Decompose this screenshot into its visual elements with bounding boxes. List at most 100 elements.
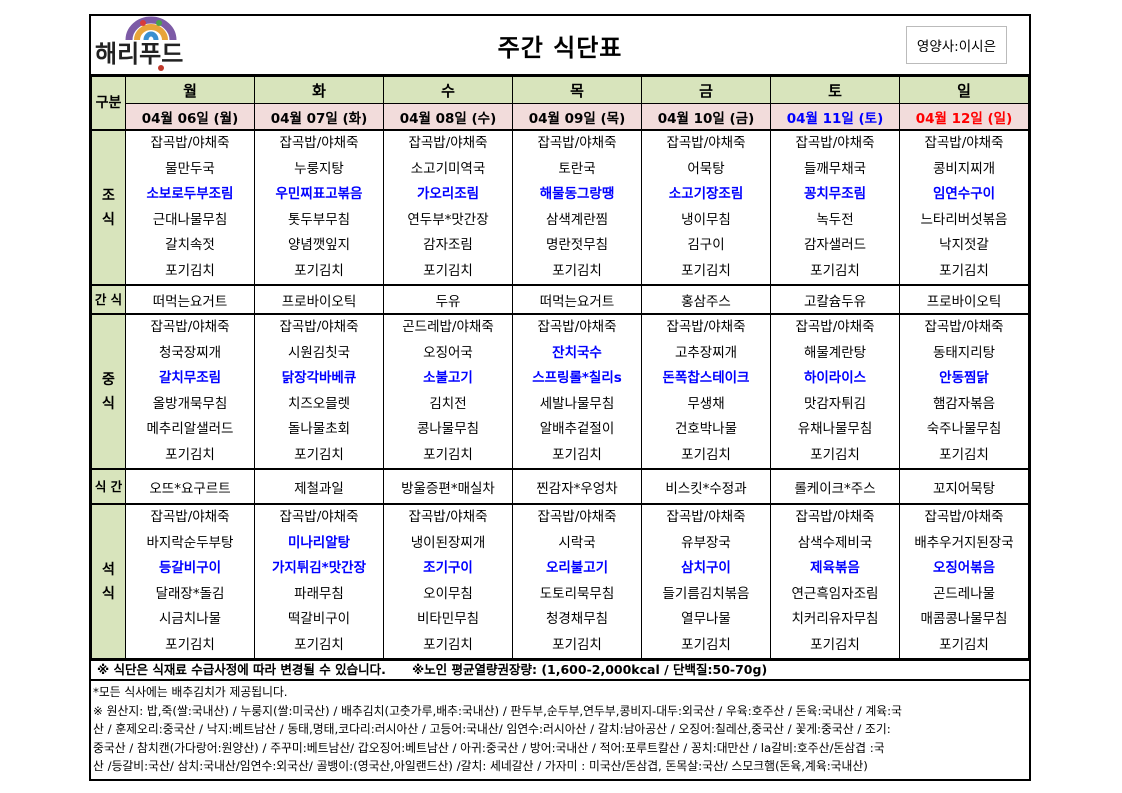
menu-item: 포기김치: [165, 446, 215, 463]
menu-item: 임연수구이: [932, 186, 996, 202]
menu-item: 포기김치: [939, 446, 989, 463]
menu-item: 해물계란탕: [803, 344, 867, 361]
dinner-cell: 잡곡밥/야채죽 냉이된장찌개 조기구이 오이무침 비타민무침 포기김치: [383, 503, 513, 659]
menu-item: 고추장찌개: [674, 344, 738, 361]
menu-item: 오리불고기: [545, 560, 609, 576]
menu-item: 포기김치: [552, 262, 602, 279]
menu-item: 시락국: [558, 534, 596, 551]
menu-item: 잡곡밥/야채죽: [666, 509, 746, 525]
menu-item: 우민찌표고볶음: [275, 186, 363, 202]
menu-item: 포기김치: [552, 636, 602, 653]
menu-item: 유부장국: [681, 534, 731, 551]
menu-item: 포기김치: [681, 636, 731, 653]
day-header: 금: [641, 76, 771, 104]
date-header: 04월 10일 (금): [641, 103, 771, 131]
dinner-cell: 잡곡밥/야채죽 시락국 오리불고기 도토리묵무침 청경채무침 포기김치: [512, 503, 642, 659]
menu-item: 포기김치: [681, 446, 731, 463]
date-header: 04월 12일 (일): [899, 103, 1029, 131]
origin-line: ※ 원산지: 밥,죽(쌀:국내산) / 누룽지(쌀:미국산) / 배추김치(고춧…: [93, 703, 902, 718]
snack1-label: 간 식: [91, 284, 126, 315]
snack-item: 찐감자*우엉차: [512, 468, 642, 505]
dinner-cell: 잡곡밥/야채죽 유부장국 삼치구이 들기름김치볶음 열무나물 포기김치: [641, 503, 771, 659]
lunch-cell: 잡곡밥/야채죽 동태지리탕 안동찜닭 햄감자볶음 숙주나물무침 포기김치: [899, 313, 1029, 470]
day-header: 일: [899, 76, 1029, 104]
lunch-label: 중 식: [91, 313, 126, 470]
menu-item: 꽁치무조림: [803, 186, 867, 202]
breakfast-cell: 잡곡밥/야채죽 물만두국 소보로두부조림 근대나물무침 갈치속젓 포기김치: [125, 129, 255, 286]
menu-item: 비타민무침: [416, 611, 480, 627]
menu-item: 포기김치: [810, 262, 860, 279]
page-title: 주간 식단표: [497, 34, 623, 62]
menu-item: 삼색계란찜: [545, 211, 609, 228]
breakfast-cell: 잡곡밥/야채죽 콩비지찌개 임연수구이 느타리버섯볶음 낙지젓갈 포기김치: [899, 129, 1029, 286]
menu-item: 포기김치: [423, 262, 473, 279]
lunch-cell: 잡곡밥/야채죽 청국장찌개 갈치무조림 올방개묵무침 메추리알샐러드 포기김치: [125, 313, 255, 470]
menu-item: 잡곡밥/야채죽: [795, 509, 875, 525]
menu-item: 잡곡밥/야채죽: [537, 509, 617, 525]
menu-item: 잡곡밥/야채죽: [279, 319, 359, 335]
dietitian-label: 영양사:이시은: [905, 26, 1007, 64]
menu-item: 잔치국수: [552, 344, 602, 361]
menu-item: 가오리조림: [416, 186, 480, 202]
snack-item: 고칼슘두유: [770, 284, 900, 315]
lunch-cell: 잡곡밥/야채죽 고추장찌개 돈폭찹스테이크 무생채 건호박나물 포기김치: [641, 313, 771, 470]
svg-text:해리푸드: 해리푸드: [95, 39, 183, 68]
title-bar: 해리푸드 주간 식단표 영양사:이시은: [91, 16, 1029, 76]
date-header: 04월 09일 (목): [512, 103, 642, 131]
menu-item: 제육볶음: [810, 560, 860, 576]
menu-item: 양념깻잎지: [287, 237, 351, 253]
menu-item: 소고기장조림: [668, 186, 744, 202]
date-header: 04월 06일 (월): [125, 103, 255, 131]
menu-item: 누룽지탕: [294, 160, 344, 177]
menu-item: 톳두부무침: [287, 211, 351, 228]
menu-item: 포기김치: [810, 446, 860, 463]
menu-item: 세발나물무침: [539, 395, 615, 412]
menu-item: 열무나물: [681, 611, 731, 627]
menu-item: 감자샐러드: [803, 237, 867, 253]
snack-item: 롤케이크*주스: [770, 468, 900, 505]
menu-item: 물만두국: [165, 160, 215, 177]
menu-item: 올방개묵무침: [152, 395, 228, 412]
breakfast-cell: 잡곡밥/야채죽 누룽지탕 우민찌표고볶음 톳두부무침 양념깻잎지 포기김치: [254, 129, 384, 286]
day-header: 토: [770, 76, 900, 104]
menu-item: 포기김치: [423, 446, 473, 463]
snack2-label: 식 간: [91, 468, 126, 505]
breakfast-cell: 잡곡밥/야채죽 소고기미역국 가오리조림 연두부*맛간장 감자조림 포기김치: [383, 129, 513, 286]
menu-item: 안동찜닭: [939, 370, 989, 386]
snack-item: 두유: [383, 284, 513, 315]
breakfast-cell: 잡곡밥/야채죽 토란국 해물동그랑땡 삼색계란찜 명란젓무침 포기김치: [512, 129, 642, 286]
menu-item: 포기김치: [294, 262, 344, 279]
menu-item: 유채나물무침: [797, 421, 873, 437]
menu-item: 곤드레나물: [932, 585, 996, 602]
menu-item: 삼치구이: [681, 560, 731, 576]
snack-item: 제철과일: [254, 468, 384, 505]
menu-item: 감자조림: [423, 237, 473, 253]
menu-item: 배추우거지된장국: [914, 534, 1014, 551]
menu-item: 포기김치: [165, 262, 215, 279]
menu-item: 포기김치: [681, 262, 731, 279]
menu-item: 잡곡밥/야채죽: [408, 135, 488, 151]
menu-item: 삼색수제비국: [797, 534, 873, 551]
menu-item: 소불고기: [423, 370, 473, 386]
menu-item: 오징어국: [423, 344, 473, 361]
day-header: 월: [125, 76, 255, 104]
menu-item: 토란국: [558, 160, 596, 177]
day-header: 화: [254, 76, 384, 104]
menu-item: 녹두전: [816, 211, 854, 228]
dinner-cell: 잡곡밥/야채죽 바지락순두부탕 등갈비구이 달래장*돌김 시금치나물 포기김치: [125, 503, 255, 659]
breakfast-cell: 잡곡밥/야채죽 들깨무채국 꽁치무조림 녹두전 감자샐러드 포기김치: [770, 129, 900, 286]
menu-item: 잡곡밥/야채죽: [795, 319, 875, 335]
menu-item: 오징어볶음: [932, 560, 996, 576]
dinner-cell: 잡곡밥/야채죽 삼색수제비국 제육볶음 연근흑임자조림 치커리유자무침 포기김치: [770, 503, 900, 659]
snack-item: 떠먹는요거트: [125, 284, 255, 315]
menu-item: 갈치속젓: [165, 237, 215, 253]
origin-line: 중국산 / 참치캔(가다랑어:원양산) / 주꾸미:베트남산/ 갑오징어:베트남…: [93, 740, 885, 755]
menu-item: 잡곡밥/야채죽: [924, 135, 1004, 151]
menu-item: 돌나물초회: [287, 421, 351, 437]
menu-item: 포기김치: [165, 636, 215, 653]
menu-item: 곤드레밥/야채죽: [402, 319, 494, 335]
menu-item: 파래무침: [294, 585, 344, 602]
menu-item: 알배추겉절이: [539, 421, 615, 437]
menu-item: 들깨무채국: [803, 160, 867, 177]
menu-item: 건호박나물: [674, 421, 738, 437]
